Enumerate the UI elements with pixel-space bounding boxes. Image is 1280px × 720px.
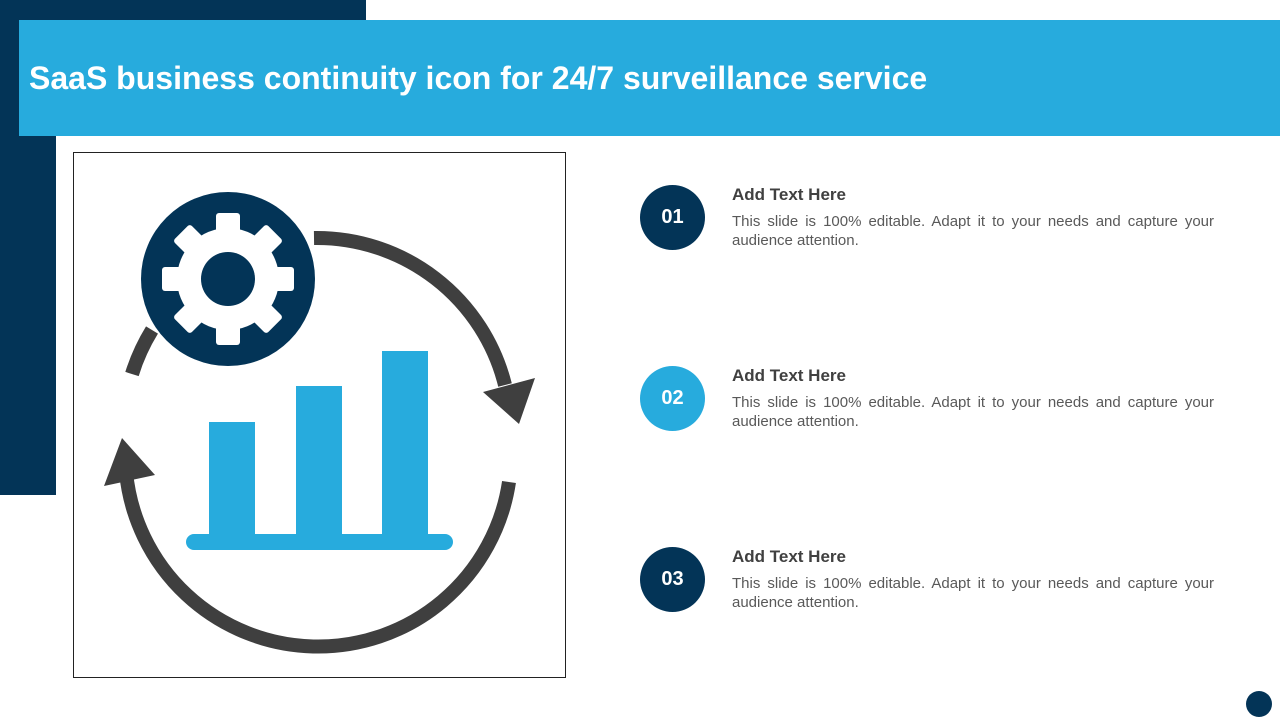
item-body: This slide is 100% editable. Adapt it to… [732,213,1214,249]
title-bar: SaaS business continuity icon for 24/7 s… [19,20,1280,136]
bar-3 [382,351,428,540]
top-arc-arrow [313,230,512,387]
number-badge: 02 [640,366,705,431]
gear-icon [141,192,315,366]
corner-dot [1246,691,1272,717]
slide-title: SaaS business continuity icon for 24/7 s… [29,60,928,96]
top-arrowhead [483,378,535,424]
cycle-arrows-icon [104,230,535,654]
item-body: This slide is 100% editable. Adapt it to… [732,575,1214,611]
list-item: 02 Add Text Here This slide is 100% edit… [640,366,1220,456]
bottom-arrowhead [104,438,155,486]
item-body: This slide is 100% editable. Adapt it to… [732,394,1214,430]
chart-baseline [186,534,453,550]
bar-chart-icon [186,351,453,550]
list-item: 01 Add Text Here This slide is 100% edit… [640,185,1220,275]
saas-continuity-icon [104,192,535,654]
bar-2 [296,386,342,540]
item-heading: Add Text Here [732,185,846,204]
item-heading: Add Text Here [732,547,846,566]
icon-frame [73,152,566,678]
list-item: 03 Add Text Here This slide is 100% edit… [640,547,1220,637]
bar-1 [209,422,255,540]
number-badge: 03 [640,547,705,612]
number-badge: 01 [640,185,705,250]
left-arc-segment [125,326,159,377]
item-heading: Add Text Here [732,366,846,385]
bottom-arc-arrow [119,471,516,654]
top-accent-bar [0,0,366,22]
